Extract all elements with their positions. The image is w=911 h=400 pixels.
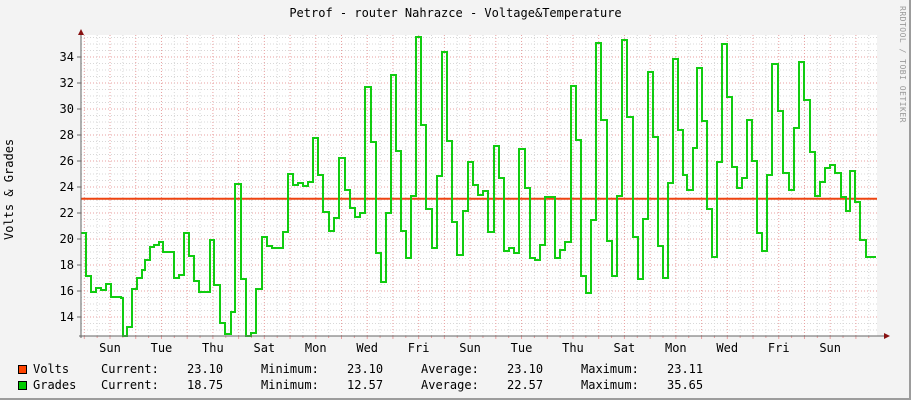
x-tick-label: Sun xyxy=(459,341,481,355)
x-tick-label: Wed xyxy=(716,341,738,355)
y-tick-label: 20 xyxy=(60,232,74,246)
x-axis-ticks: Sun Tue Thu Sat Mon Wed Fri Sun Tue Thu Sat Mon Wed F… xyxy=(83,336,870,355)
average-value: 22.57 xyxy=(507,378,544,392)
chart-title: Petrof - router Nahrazce - Voltage&Tempe… xyxy=(289,6,622,20)
x-tick-label: Fri xyxy=(408,341,430,355)
grades-color-swatch xyxy=(18,380,27,390)
x-tick-label: Sat xyxy=(614,341,636,355)
y-axis-ticks: 14 16 18 20 22 24 26 28 30 32 34 xyxy=(60,50,81,324)
volts-color-swatch xyxy=(18,364,27,374)
average-label: Average: xyxy=(421,362,479,376)
maximum-value: 23.11 xyxy=(667,362,704,376)
current-value: 18.75 xyxy=(187,378,224,392)
minimum-label: Minimum: xyxy=(261,378,319,392)
y-tick-label: 22 xyxy=(60,206,74,220)
legend-row-grades: Grades Current: 18.75 Minimum: 12.57 Ave… xyxy=(18,377,741,393)
legend: Volts Current: 23.10 Minimum: 23.10 Aver… xyxy=(18,361,741,393)
y-tick-label: 32 xyxy=(60,76,74,90)
y-tick-label: 26 xyxy=(60,154,74,168)
maximum-label: Maximum: xyxy=(581,378,639,392)
minimum-value: 12.57 xyxy=(347,378,384,392)
x-tick-label: Sun xyxy=(819,341,841,355)
x-tick-label: Tue xyxy=(151,341,173,355)
current-value: 23.10 xyxy=(187,362,224,376)
x-tick-label: Fri xyxy=(768,341,790,355)
watermark: RRDTOOL / TOBI OETIKER xyxy=(898,6,907,123)
x-tick-label: Mon xyxy=(665,341,687,355)
current-label: Current: xyxy=(101,362,159,376)
maximum-label: Maximum: xyxy=(581,362,639,376)
x-tick-label: Thu xyxy=(562,341,584,355)
y-tick-label: 30 xyxy=(60,102,74,116)
y-tick-label: 34 xyxy=(60,50,74,64)
x-tick-label: Sat xyxy=(253,341,275,355)
y-tick-label: 16 xyxy=(60,284,74,298)
x-tick-label: Wed xyxy=(356,341,378,355)
minimum-label: Minimum: xyxy=(261,362,319,376)
x-tick-label: Mon xyxy=(305,341,327,355)
current-label: Current: xyxy=(101,378,159,392)
legend-row-volts: Volts Current: 23.10 Minimum: 23.10 Aver… xyxy=(18,361,741,377)
grades-series-line xyxy=(81,36,876,337)
x-tick-label: Thu xyxy=(202,341,224,355)
y-tick-label: 18 xyxy=(60,258,74,272)
x-tick-label: Sun xyxy=(99,341,121,355)
x-tick-label: Tue xyxy=(511,341,533,355)
minimum-value: 23.10 xyxy=(347,362,384,376)
average-label: Average: xyxy=(421,378,479,392)
average-value: 23.10 xyxy=(507,362,544,376)
x-axis-arrow-icon xyxy=(884,333,890,339)
y-tick-label: 14 xyxy=(60,310,74,324)
legend-name: Grades xyxy=(33,378,77,392)
y-tick-label: 28 xyxy=(60,128,74,142)
legend-name: Volts xyxy=(33,362,70,376)
y-tick-label: 24 xyxy=(60,180,74,194)
maximum-value: 35.65 xyxy=(667,378,704,392)
y-axis-arrow-icon xyxy=(78,29,84,35)
